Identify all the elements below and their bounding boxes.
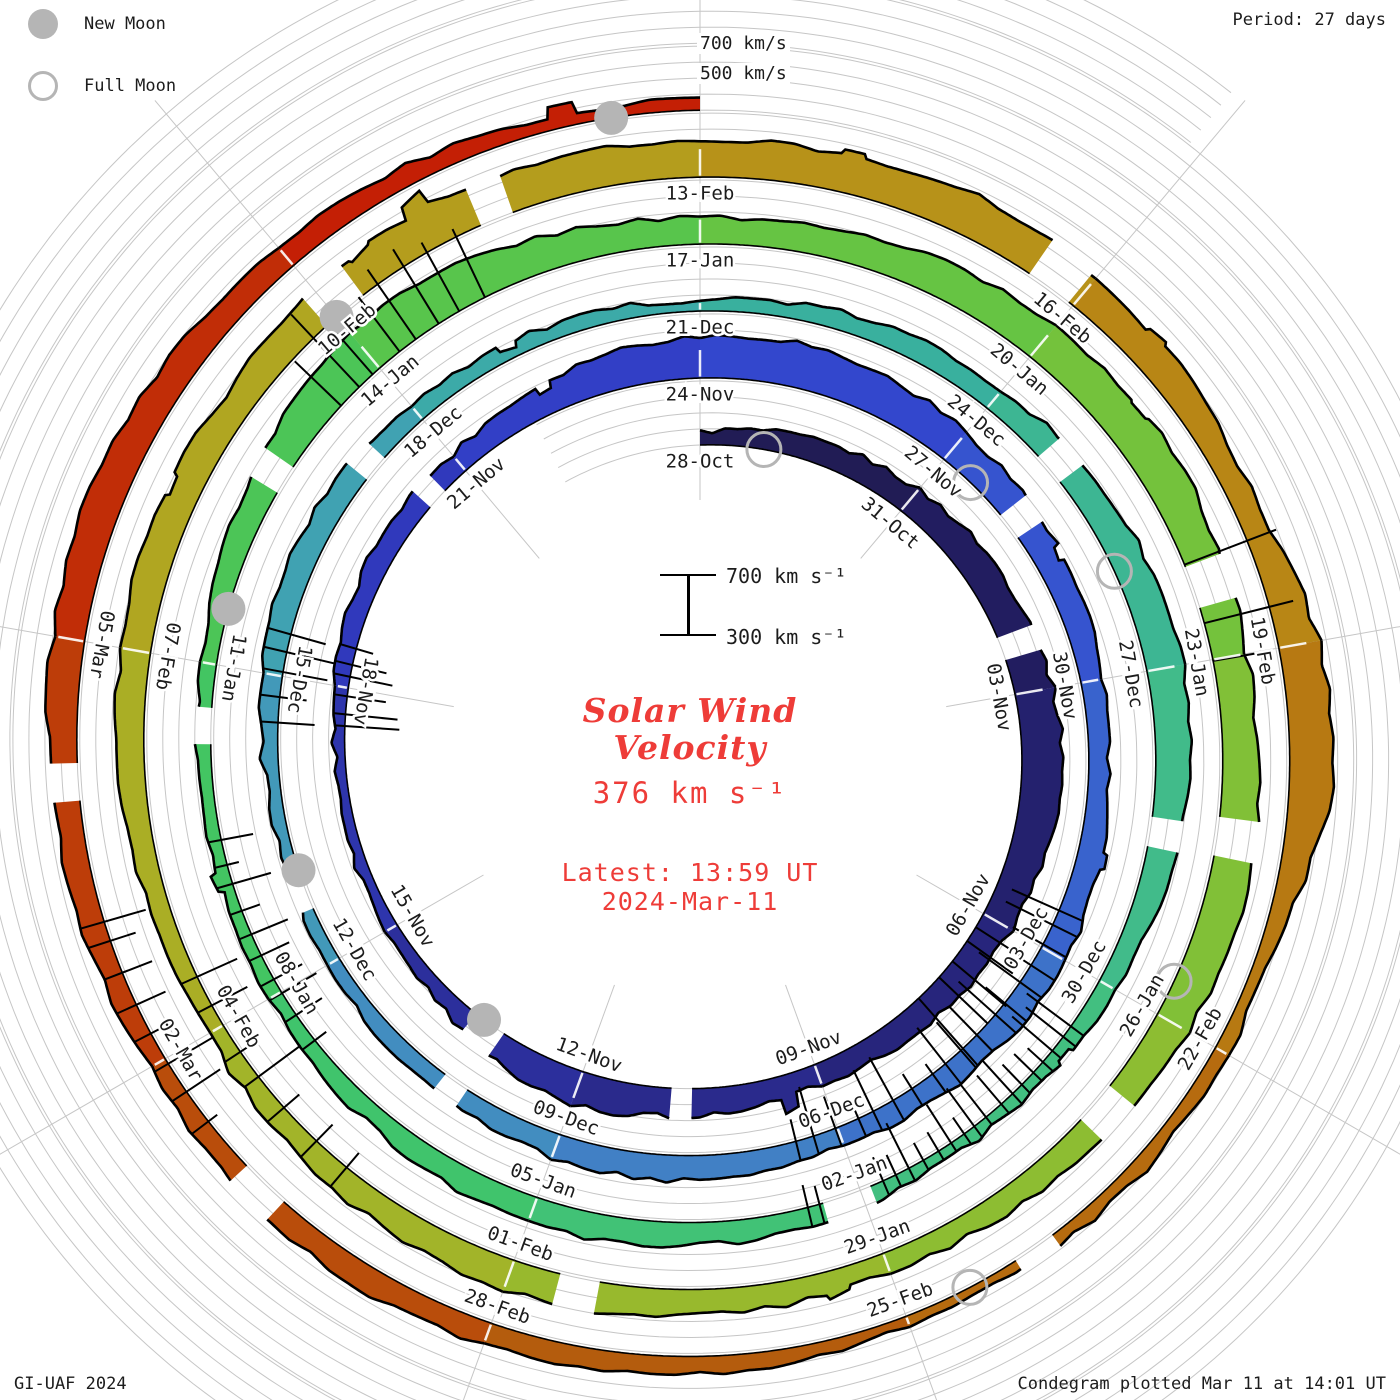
date-label: 07-Feb <box>151 620 185 691</box>
date-label: 17-Jan <box>666 250 735 272</box>
date-label: 13-Feb <box>666 183 735 205</box>
date-label: 24-Nov <box>666 384 735 406</box>
moon-markers <box>211 100 1193 1306</box>
velocity-scale-bar: 700 km s⁻¹ 300 km s⁻¹ <box>650 564 910 652</box>
date-label: 21-Dec <box>666 317 735 339</box>
center-annotation: Solar Wind Velocity 376 km s⁻¹ Latest: 1… <box>450 692 930 916</box>
new-moon-marker <box>211 591 246 626</box>
chart-title-line2: Velocity <box>613 728 767 767</box>
date-label: 11-Jan <box>217 632 251 703</box>
full-moon-icon <box>28 71 58 101</box>
legend-new-moon: New Moon <box>28 6 166 42</box>
full-moon-label: Full Moon <box>84 76 177 96</box>
full-moon-marker <box>1155 962 1193 1000</box>
legend-full-moon: Full Moon <box>28 68 176 104</box>
latest-time-label: Latest: 13:59 UT <box>561 858 819 887</box>
full-moon-marker <box>951 1268 989 1306</box>
new-moon-marker <box>281 853 316 888</box>
scale-bar-line <box>687 574 690 636</box>
period-label: Period: 27 days <box>1232 10 1386 30</box>
credit-plotted: Condegram plotted Mar 11 at 14:01 UT <box>1017 1374 1386 1394</box>
date-label: 05-Mar <box>85 609 119 680</box>
scale-bar-bottom-cap <box>660 634 716 636</box>
date-label: 15-Dec <box>283 644 317 715</box>
scale-bar-bottom-label: 300 km s⁻¹ <box>726 625 847 649</box>
latest-date-label: 2024-Mar-11 <box>601 887 779 916</box>
chart-title-line1: Solar Wind <box>582 691 798 730</box>
gridline-label-700: 700 km/s <box>697 33 790 54</box>
new-moon-marker <box>467 1002 502 1037</box>
new-moon-label: New Moon <box>84 14 166 34</box>
new-moon-marker <box>594 100 629 135</box>
full-moon-marker <box>1095 552 1133 590</box>
three-day-ticks <box>58 149 1307 1341</box>
new-moon-marker <box>319 299 354 334</box>
latest-velocity-value: 376 km s⁻¹ <box>592 776 788 810</box>
new-moon-icon <box>28 9 58 39</box>
disturbance-spikes <box>80 228 1294 1228</box>
full-moon-marker <box>745 430 783 468</box>
velocity-bands <box>44 96 1336 1377</box>
full-moon-marker <box>952 464 990 502</box>
gridline-label-500: 500 km/s <box>697 63 790 84</box>
date-label: 28-Oct <box>666 451 735 473</box>
credit-gi-uaf: GI-UAF 2024 <box>14 1374 127 1394</box>
scale-bar-top-label: 700 km s⁻¹ <box>726 564 847 588</box>
